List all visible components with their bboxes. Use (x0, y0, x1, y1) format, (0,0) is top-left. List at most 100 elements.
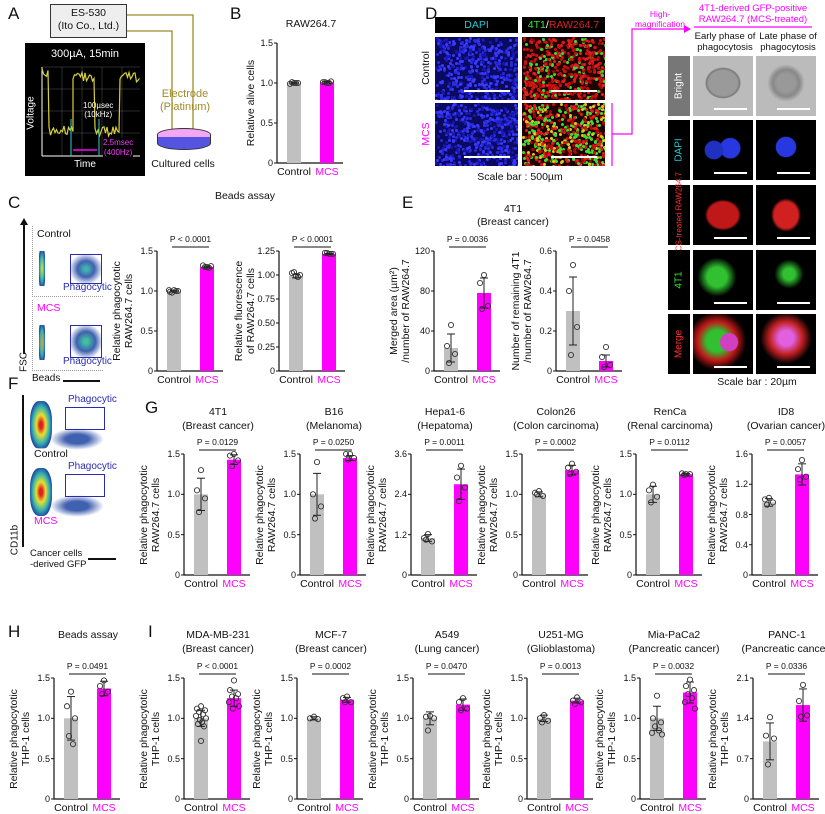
y-axis-label-line: THP-1 cells (379, 689, 391, 789)
bar-control (762, 502, 776, 575)
chart-title: (Ovarian cancer) (747, 420, 825, 433)
y-tick-label: 3.6 (394, 449, 407, 459)
p-value: P < 0.0001 (170, 234, 211, 244)
chart-title: A549 (435, 629, 460, 642)
y-axis-label-line: RAW264.7 cells (150, 465, 162, 565)
y-axis-label-line: Relative phagocytotic (476, 465, 488, 565)
bar-mcs (227, 698, 241, 799)
y-axis-label-line: Merged area (µm²) (388, 259, 400, 363)
y-tick-label: 1.0 (283, 489, 296, 499)
chart-title: (Melanoma) (306, 420, 362, 433)
y-tick-label: 1.5 (140, 246, 153, 256)
x-tick-label: Control (434, 374, 468, 386)
bar-control (307, 718, 321, 799)
y-axis-label: Relative phagocytotic THP-1 cells (367, 689, 391, 789)
chart-title: (Pancreatic cancer) (628, 643, 719, 656)
y-tick-label: 1.0 (167, 713, 180, 723)
p-value: P < 0.0001 (197, 661, 238, 671)
chart-title: (Glioblastoma) (527, 643, 595, 656)
data-point (799, 457, 804, 462)
chart-title: (Breast cancer) (295, 643, 367, 656)
y-tick-label: 0.50 (257, 318, 275, 328)
x-tick-label: MCS (678, 802, 701, 814)
chart-title: (Lung cancer) (415, 643, 480, 656)
bar-mcs (570, 701, 584, 799)
y-axis-label-line: Relative phagocytotic (590, 465, 602, 565)
y-axis-label: Relative phagocytotic THP-1 cells (481, 689, 505, 789)
data-point (687, 677, 692, 682)
chart-title: (Breast cancer) (182, 643, 254, 656)
y-tick-label: 1.0 (510, 713, 523, 723)
data-point (231, 678, 236, 683)
x-tick-label: MCS (335, 802, 358, 814)
y-axis-label-line: THP-1 cells (150, 689, 162, 789)
y-tick-label: 0 (288, 794, 293, 804)
y-tick-label: 0 (518, 794, 523, 804)
data-point (198, 468, 203, 473)
data-point (603, 344, 608, 349)
y-tick-label: 0.5 (280, 754, 293, 764)
chart-title: (Colon carcinoma) (513, 420, 599, 433)
x-tick-label: Control (300, 578, 334, 590)
data-point (454, 475, 459, 480)
chart-title: Hepa1-6 (425, 406, 465, 419)
data-point (194, 488, 199, 493)
x-tick-label: MCS (472, 374, 495, 386)
y-axis-label: Relative phagocytotic RAW264.7 cells (590, 465, 614, 565)
p-value: P = 0.0336 (766, 661, 807, 671)
y-tick-label: 0 (627, 570, 632, 580)
y-tick-label: 1.5 (260, 38, 273, 48)
x-tick-label: Control (753, 802, 787, 814)
x-tick-label: Control (277, 166, 311, 178)
p-value: P = 0.0002 (535, 437, 576, 447)
data-point (763, 733, 768, 738)
y-tick-label: 1.5 (167, 673, 180, 683)
y-tick-label: 0 (425, 366, 430, 376)
y-tick-label: 0.2 (539, 326, 552, 336)
y-axis-label-line: Relative phagocytotic (254, 465, 266, 565)
y-axis-label-line: Relative phagocytotic (365, 465, 377, 565)
x-tick-label: Control (640, 802, 674, 814)
x-tick-label: Control (522, 578, 556, 590)
y-axis-label-line: Relative alive cells (245, 60, 257, 146)
y-tick-label: 1.0 (623, 713, 636, 723)
y-tick-label: 1.5 (396, 673, 409, 683)
y-tick-label: 1.6 (735, 449, 748, 459)
y-axis-label: Relative phagocytotic THP-1 cells (138, 689, 162, 789)
chart-title: (Pancreatic cancer) (741, 643, 825, 656)
y-axis-label: Relative alive cells (245, 60, 257, 146)
data-point (565, 465, 570, 470)
x-tick-label: Control (752, 578, 786, 590)
y-axis-label: Relative phagocytotic RAW264.7 cells (706, 465, 730, 565)
data-point (68, 689, 73, 694)
data-point (456, 700, 461, 705)
y-tick-label: 0 (175, 794, 180, 804)
data-point (448, 322, 453, 327)
y-tick-label: 0.5 (167, 530, 180, 540)
p-value: P = 0.0458 (569, 234, 610, 244)
y-tick-label: 0.5 (510, 754, 523, 764)
x-tick-label: MCS (317, 374, 340, 386)
bar-mcs (565, 470, 579, 575)
data-point (97, 683, 102, 688)
x-tick-label: MCS (565, 802, 588, 814)
chart-title: Colon26 (536, 406, 575, 419)
data-point (193, 713, 198, 718)
y-axis-label: Relative fluorescence of RAW264.7 cells (233, 261, 257, 361)
y-axis-label: Relative phagocytotic THP-1 cells (707, 689, 731, 789)
x-tick-label: Control (184, 578, 218, 590)
x-tick-label: MCS (594, 374, 617, 386)
y-tick-label: 0.7 (736, 754, 749, 764)
y-axis-label: Relative phagocytotic THP-1 cells (594, 689, 618, 789)
data-point (654, 693, 659, 698)
p-value: P = 0.0057 (765, 437, 806, 447)
y-tick-label: 1.0 (396, 713, 409, 723)
y-tick-label: 0.6 (539, 246, 552, 256)
y-tick-label: 2.1 (736, 673, 749, 683)
y-tick-label: 0 (402, 570, 407, 580)
data-point (477, 280, 482, 285)
y-axis-label-line: Relative phagocytotic (706, 465, 718, 565)
y-tick-label: 2.4 (394, 489, 407, 499)
p-value: P = 0.0491 (67, 661, 108, 671)
chart-title: (Breast cancer) (182, 420, 254, 433)
